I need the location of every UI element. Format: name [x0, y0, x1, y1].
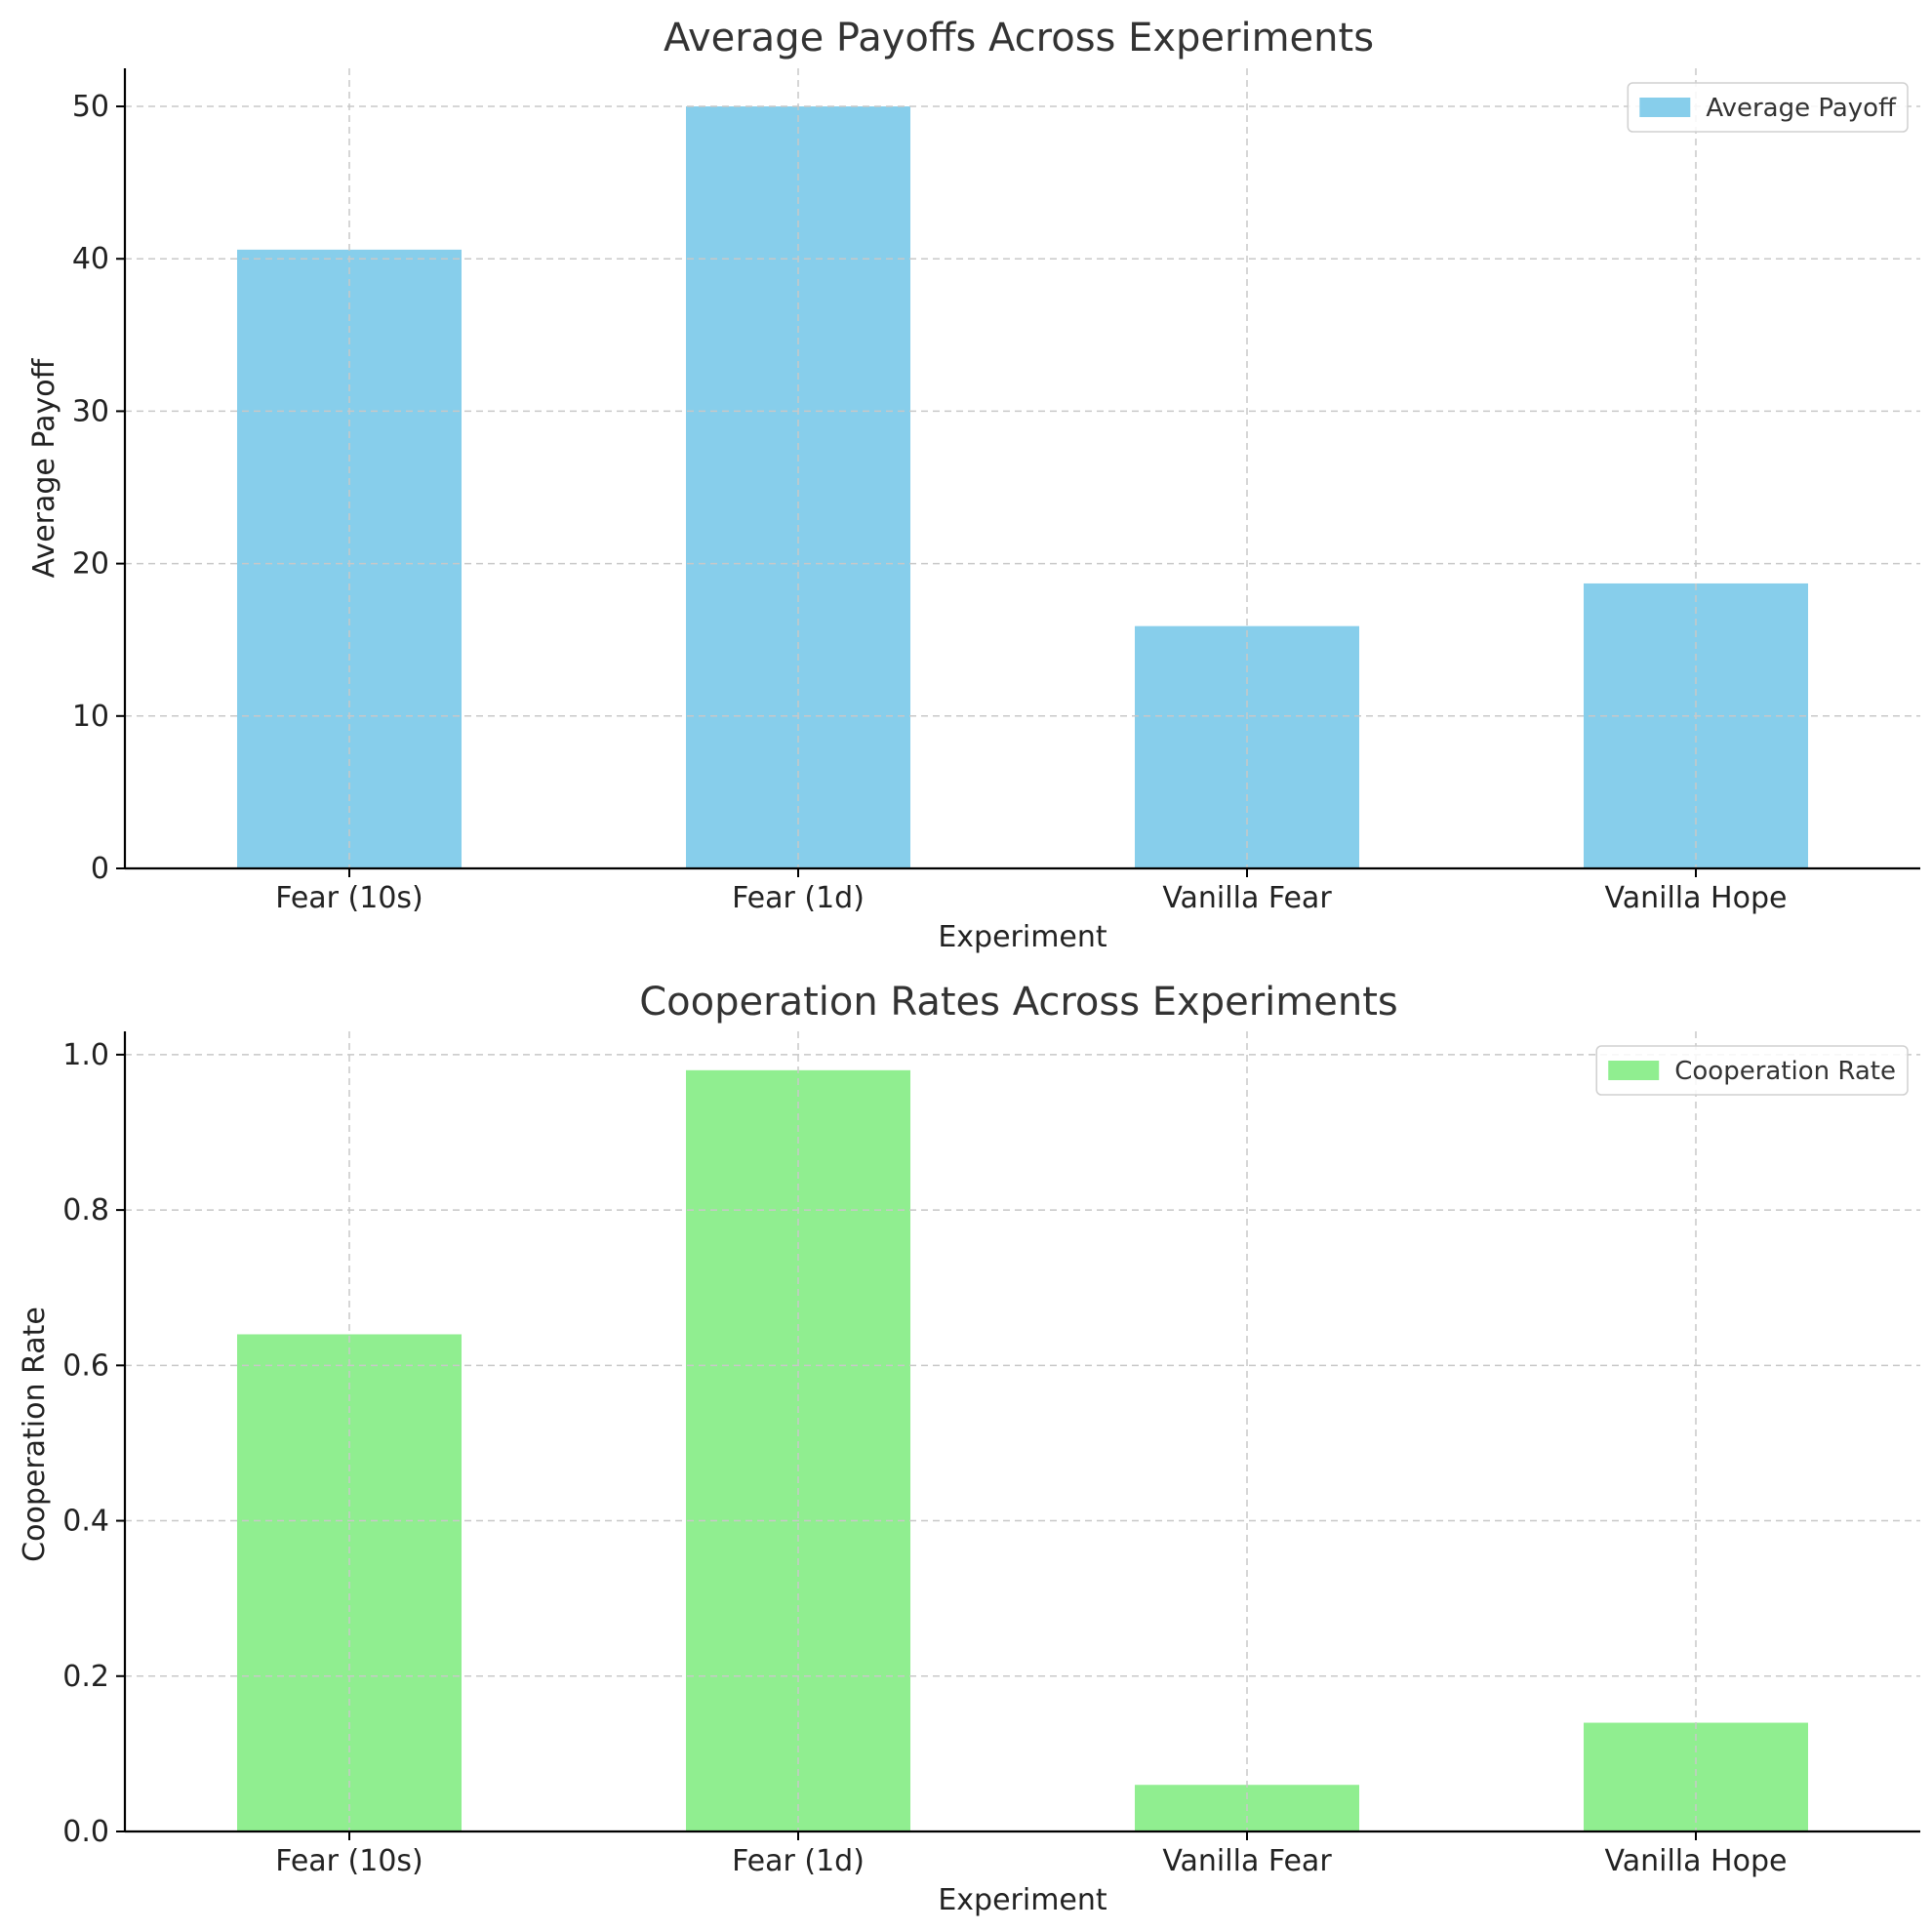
legend: Cooperation Rate [1595, 1045, 1909, 1096]
y-tick-label: 10 [72, 700, 109, 734]
y-tick-label: 40 [72, 242, 109, 276]
y-tick-label: 0.0 [62, 1815, 109, 1849]
axes-spines [123, 1031, 1920, 1833]
y-tick-label: 0 [91, 852, 109, 886]
x-tick-label: Fear (1d) [732, 1844, 865, 1878]
x-tick-label: Fear (1d) [732, 881, 865, 915]
y-tick-label: 20 [72, 547, 109, 582]
bars [237, 106, 1808, 869]
x-ticks: Fear (10s) Fear (1d) Vanilla Fear Vanilla H… [275, 1831, 1787, 1878]
bar-vanilla-hope [1584, 1722, 1808, 1831]
x-tick-label: Vanilla Hope [1605, 1844, 1788, 1878]
y-ticks: 0.0 0.2 0.4 0.6 0.8 1.0 [62, 1038, 125, 1849]
payoff-chart: Average Payoffs Across Experiments Exper… [27, 16, 1920, 954]
y-tick-label: 50 [72, 90, 109, 124]
x-tick-label: Vanilla Hope [1605, 881, 1788, 915]
y-tick-label: 0.8 [62, 1193, 109, 1227]
legend-swatch [1639, 98, 1691, 117]
cooperation-chart: Cooperation Rates Across Experiments Exp… [18, 980, 1920, 1917]
y-ticks: 0 10 20 30 40 50 [72, 90, 125, 886]
x-tick-label: Fear (10s) [275, 1844, 423, 1878]
y-axis-label: Average Payoff [27, 357, 61, 578]
x-tick-label: Vanilla Fear [1162, 881, 1332, 915]
x-ticks: Fear (10s) Fear (1d) Vanilla Fear Vanilla H… [275, 868, 1787, 915]
y-axis-label: Cooperation Rate [18, 1307, 52, 1562]
chart-title: Average Payoffs Across Experiments [664, 16, 1374, 60]
chart-title: Cooperation Rates Across Experiments [639, 980, 1397, 1025]
legend: Average Payoff [1627, 82, 1909, 133]
y-tick-label: 0.2 [62, 1660, 109, 1694]
x-tick-label: Fear (10s) [275, 881, 423, 915]
legend-swatch [1608, 1061, 1660, 1080]
legend-label: Cooperation Rate [1674, 1057, 1896, 1086]
y-tick-label: 0.6 [62, 1348, 109, 1383]
bars [237, 1069, 1808, 1831]
y-tick-label: 30 [72, 394, 109, 428]
x-axis-label: Experiment [938, 1883, 1107, 1917]
legend-box [1595, 1045, 1909, 1096]
x-axis-label: Experiment [938, 920, 1107, 954]
y-tick-label: 1.0 [62, 1038, 109, 1072]
legend-label: Average Payoff [1706, 94, 1897, 123]
legend-box [1627, 82, 1909, 133]
x-tick-label: Vanilla Fear [1162, 1844, 1332, 1878]
axes-spines [123, 68, 1920, 870]
y-tick-label: 0.4 [62, 1505, 109, 1539]
